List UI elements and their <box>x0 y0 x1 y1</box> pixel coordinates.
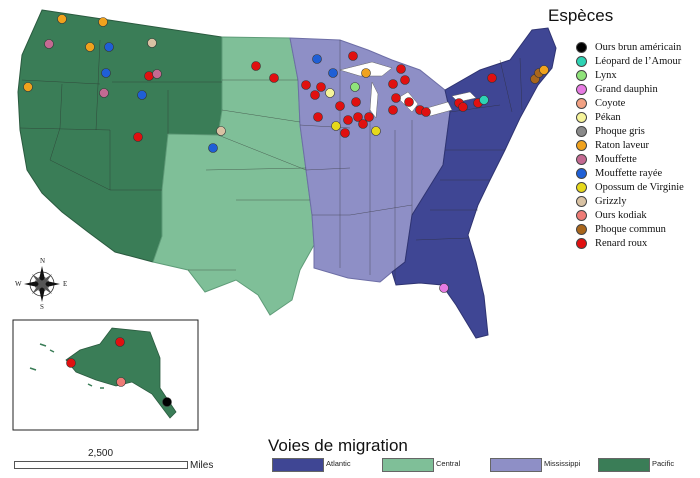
legend-item: Opossum de Virginie <box>576 180 684 194</box>
legend-swatch <box>576 97 587 109</box>
legend-swatch <box>576 153 587 165</box>
flyway-label-pacific: Pacific <box>652 459 675 468</box>
scale-bar-unit: Miles <box>190 460 214 471</box>
legend-item: Léopard de l’Amour <box>576 54 684 68</box>
flyway-label-central: Central <box>436 459 461 468</box>
legend-label: Ours kodiak <box>595 209 647 221</box>
legend-label: Lynx <box>595 69 617 81</box>
flyway-legend-title: Voies de migration <box>268 436 408 455</box>
legend-item: Mouffette <box>576 152 684 166</box>
legend-swatch <box>576 69 587 81</box>
legend-label: Pékan <box>595 111 621 123</box>
species-points <box>23 14 549 407</box>
legend-item: Renard roux <box>576 236 684 250</box>
scale-bar-value: 2,500 <box>88 448 114 459</box>
compass-east-label: E <box>63 280 68 288</box>
legend-item: Pékan <box>576 110 684 124</box>
species-legend-title: Espèces <box>548 6 614 25</box>
scale-bar <box>14 461 188 469</box>
legend-item: Ours brun américain <box>576 40 684 54</box>
species-legend: Ours brun américain Léopard de l’Amour L… <box>576 40 684 250</box>
compass-south-label: S <box>40 303 44 311</box>
alaska-landmass <box>65 327 177 419</box>
compass-rose <box>24 266 60 302</box>
legend-label: Mouffette <box>595 153 637 165</box>
legend-item: Grand dauphin <box>576 82 684 96</box>
legend-label: Phoque gris <box>595 125 645 137</box>
legend-swatch <box>576 55 587 67</box>
legend-swatch <box>576 209 587 221</box>
compass-west-label: W <box>15 280 22 288</box>
legend-item: Coyote <box>576 96 684 110</box>
legend-swatch <box>576 125 587 137</box>
legend-swatch <box>576 223 587 235</box>
legend-label: Grizzly <box>595 195 627 207</box>
legend-label: Raton laveur <box>595 139 649 151</box>
legend-item: Raton laveur <box>576 138 684 152</box>
legend-label: Mouffette rayée <box>595 167 663 179</box>
flyway-swatch-mississippi <box>490 458 542 472</box>
legend-label: Coyote <box>595 97 626 109</box>
legend-label: Ours brun américain <box>595 41 682 53</box>
legend-label: Opossum de Virginie <box>595 181 684 193</box>
atlantic-flyway-region <box>391 27 557 339</box>
legend-item: Lynx <box>576 68 684 82</box>
legend-swatch <box>576 237 587 249</box>
legend-item: Ours kodiak <box>576 208 684 222</box>
flyway-swatch-pacific <box>598 458 650 472</box>
legend-item: Phoque gris <box>576 124 684 138</box>
compass-north-label: N <box>40 257 46 265</box>
legend-label: Phoque commun <box>595 223 666 235</box>
legend-swatch <box>576 111 587 123</box>
legend-item: Grizzly <box>576 194 684 208</box>
legend-label: Grand dauphin <box>595 83 658 95</box>
legend-item: Mouffette rayée <box>576 166 684 180</box>
legend-label: Léopard de l’Amour <box>595 55 682 67</box>
state-boundaries <box>19 39 523 280</box>
aleutian-islands <box>29 343 104 389</box>
flyway-label-atlantic: Atlantic <box>326 459 351 468</box>
flyway-swatch-atlantic <box>272 458 324 472</box>
legend-swatch <box>576 41 587 53</box>
legend-label: Renard roux <box>595 237 648 249</box>
flyway-label-mississippi: Mississippi <box>544 459 581 468</box>
legend-swatch <box>576 181 587 193</box>
legend-swatch <box>576 167 587 179</box>
legend-swatch <box>576 195 587 207</box>
legend-swatch <box>576 139 587 151</box>
legend-item: Phoque commun <box>576 222 684 236</box>
great-lakes <box>339 61 477 119</box>
legend-swatch <box>576 83 587 95</box>
flyway-swatch-central <box>382 458 434 472</box>
